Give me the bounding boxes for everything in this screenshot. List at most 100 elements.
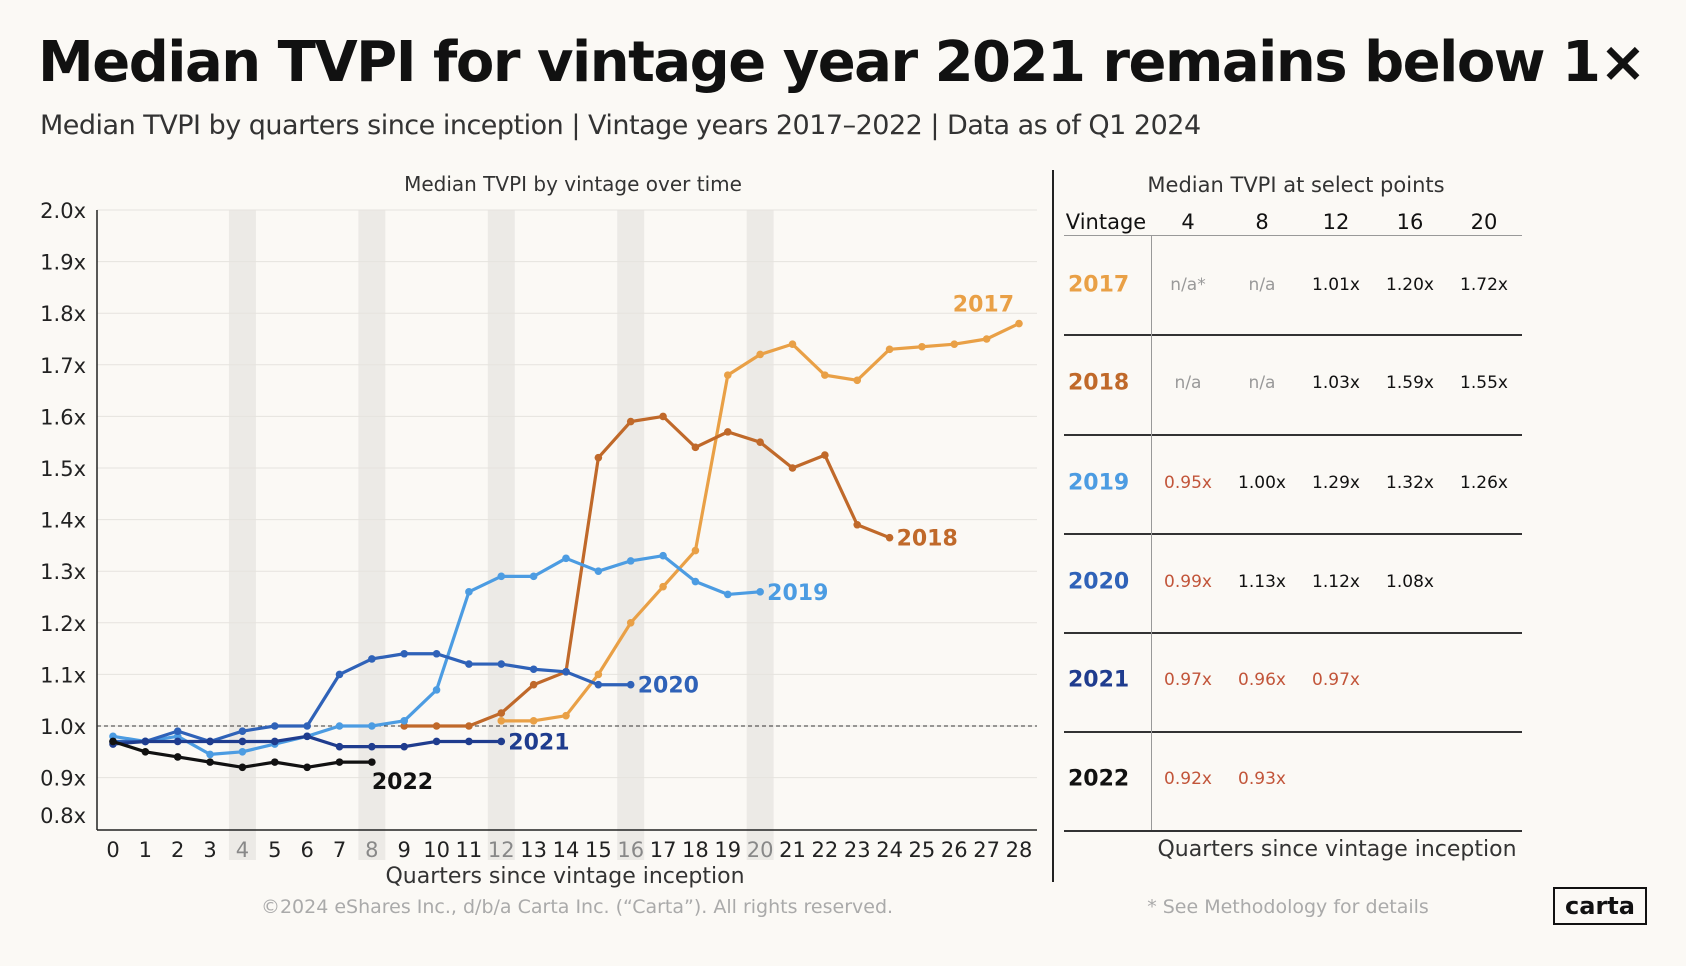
data-point-2017 <box>885 345 894 354</box>
table-row-vintage: 2018 <box>1068 370 1130 396</box>
data-point-2022 <box>141 748 150 756</box>
x-axis-label: Quarters since vintage inception <box>385 864 745 889</box>
x-tick-label: 23 <box>844 838 871 862</box>
x-tick-label: 11 <box>456 838 483 862</box>
x-tick-label: 19 <box>714 838 741 862</box>
table-header-vintage: Vintage <box>1065 210 1147 234</box>
data-point-2021 <box>497 737 506 746</box>
data-point-2022 <box>109 737 117 746</box>
data-point-2018 <box>626 417 635 426</box>
series-label-2018: 2018 <box>897 527 958 552</box>
data-point-2021 <box>368 742 376 751</box>
table-header-quarter: 4 <box>1181 210 1195 234</box>
data-point-2021 <box>335 742 344 751</box>
table-cell: 1.13x <box>1238 572 1286 592</box>
table-cell: 0.97x <box>1164 670 1212 690</box>
data-point-2020 <box>562 668 570 676</box>
x-tick-label: 26 <box>941 838 968 862</box>
data-point-2019 <box>691 577 700 586</box>
x-tick-label: 15 <box>585 838 612 862</box>
data-point-2022 <box>270 758 279 766</box>
table-cell: n/a <box>1248 373 1276 393</box>
data-point-2020 <box>238 727 247 735</box>
x-tick-label: 10 <box>423 838 450 862</box>
x-tick-label: 25 <box>909 838 936 862</box>
data-point-2019 <box>206 750 214 759</box>
data-point-2020 <box>626 680 635 689</box>
data-point-2018 <box>465 722 473 730</box>
series-label-2021: 2021 <box>508 730 569 755</box>
table-title: Median TVPI at select points <box>1147 173 1445 197</box>
table-row-divider <box>1064 434 1522 436</box>
data-point-2017 <box>950 340 959 348</box>
data-point-2021 <box>270 737 279 746</box>
x-tick-label: 2 <box>171 838 184 862</box>
data-point-2019 <box>335 722 344 730</box>
copyright-text: ©2024 eShares Inc., d/b/a Carta Inc. (“C… <box>260 896 894 918</box>
highlight-band-q16 <box>617 210 645 860</box>
data-point-2022 <box>368 758 376 766</box>
data-point-2017 <box>918 342 926 351</box>
highlight-band-q12 <box>487 210 515 860</box>
x-tick-label: 13 <box>520 838 547 862</box>
x-tick-label: 21 <box>779 838 806 862</box>
y-tick-label: 1.7x <box>40 354 86 378</box>
data-point-2022 <box>238 763 247 772</box>
data-point-2017 <box>853 376 862 385</box>
data-point-2019 <box>626 557 635 565</box>
table-cell: 0.97x <box>1312 670 1360 690</box>
data-point-2019 <box>465 588 473 596</box>
data-point-2021 <box>173 737 182 746</box>
data-point-2020 <box>335 670 344 679</box>
x-tick-label: 17 <box>650 838 677 862</box>
data-point-2017 <box>529 717 538 725</box>
table-cell: 1.29x <box>1312 473 1360 493</box>
y-tick-label: 1.6x <box>40 405 86 429</box>
data-point-2019 <box>497 572 506 581</box>
table-row-vintage: 2017 <box>1068 272 1130 298</box>
table-row-divider <box>1064 731 1522 733</box>
data-point-2017 <box>659 582 667 591</box>
data-point-2018 <box>788 464 797 472</box>
data-point-2021 <box>465 737 473 746</box>
x-tick-label: 24 <box>876 838 903 862</box>
x-tick-label: 14 <box>553 838 580 862</box>
methodology-footnote: * See Methodology for details <box>1147 896 1429 918</box>
page-subtitle: Median TVPI by quarters since inception … <box>40 110 1201 141</box>
table-cell: 1.08x <box>1386 572 1434 592</box>
data-point-2020 <box>270 722 279 730</box>
series-line-2018 <box>404 414 891 728</box>
table-x-label: Quarters since vintage inception <box>1157 837 1517 862</box>
data-point-2020 <box>529 665 538 674</box>
data-point-2017 <box>562 711 570 720</box>
data-point-2021 <box>238 737 247 746</box>
table-row-vintage: 2021 <box>1068 667 1130 693</box>
series-label-2022: 2022 <box>372 770 433 795</box>
x-tick-label: 16 <box>617 838 644 862</box>
table-cell: n/a* <box>1170 275 1206 295</box>
x-tick-label: 4 <box>236 838 249 862</box>
x-tick-label: 6 <box>300 838 313 862</box>
highlight-band-q20 <box>746 210 774 860</box>
table-row-divider <box>1064 830 1522 832</box>
y-tick-label: 1.0x <box>40 715 86 739</box>
data-point-2017 <box>626 619 635 627</box>
table-row-vintage: 2020 <box>1068 569 1130 595</box>
x-tick-label: 9 <box>398 838 411 862</box>
table-cell: 0.96x <box>1238 670 1286 690</box>
table-cell: 1.12x <box>1312 572 1360 592</box>
data-point-2019 <box>432 686 441 694</box>
table-cell: 0.95x <box>1164 473 1212 493</box>
table-cell: 0.92x <box>1164 769 1212 789</box>
y-tick-label: 1.3x <box>40 560 86 584</box>
table-cell: 1.55x <box>1460 373 1508 393</box>
x-tick-label: 12 <box>488 838 515 862</box>
data-point-2020 <box>465 660 473 668</box>
data-point-2020 <box>432 649 441 658</box>
data-point-2019 <box>723 590 732 599</box>
x-tick-label: 27 <box>973 838 1000 862</box>
data-point-2020 <box>173 727 182 735</box>
table-header-divider <box>1064 235 1522 236</box>
data-point-2018 <box>497 709 506 717</box>
data-point-2018 <box>691 443 700 452</box>
